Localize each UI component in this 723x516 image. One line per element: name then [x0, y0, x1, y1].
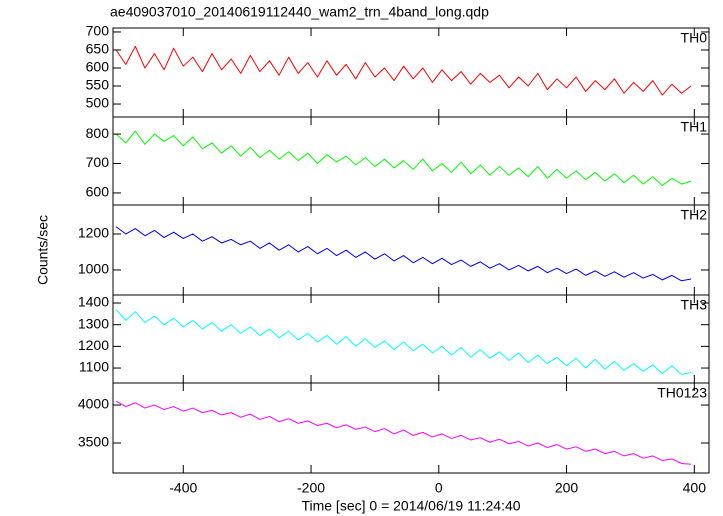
y-tick-label: 1400 — [78, 294, 109, 310]
x-axis-label: Time [sec] 0 = 2014/06/19 11:24:40 — [301, 498, 520, 514]
y-tick-label: 1000 — [78, 261, 109, 277]
panel-frame — [112, 294, 710, 384]
panel-frame — [112, 382, 710, 474]
x-tick-label: -200 — [297, 480, 325, 496]
data-line — [115, 226, 692, 282]
data-line — [115, 130, 692, 187]
y-tick-label: 1300 — [78, 315, 109, 331]
panel-label: TH3 — [681, 297, 708, 313]
panel-label: TH0 — [681, 30, 708, 46]
chart-title: ae409037010_20140619112440_wam2_trn_4ban… — [110, 4, 489, 20]
y-tick-label: 1200 — [78, 225, 109, 241]
panel-label: TH2 — [681, 207, 708, 223]
y-tick-label: 600 — [86, 184, 110, 200]
data-line — [115, 309, 692, 376]
panel-label: TH0123 — [657, 385, 707, 401]
y-tick-label: 3500 — [78, 434, 109, 450]
y-tick-label: 1100 — [79, 359, 109, 375]
panel-frame — [112, 204, 710, 296]
x-tick-label: 0 — [435, 480, 443, 496]
panel-frame — [112, 27, 710, 118]
y-tick-label: 600 — [86, 59, 110, 75]
data-line — [115, 45, 692, 96]
y-tick-label: 650 — [86, 41, 110, 57]
y-axis-label: Counts/sec — [35, 215, 51, 285]
x-tick-label: 400 — [683, 480, 707, 496]
y-tick-label: 700 — [86, 154, 110, 170]
y-tick-label: 1200 — [78, 337, 109, 353]
y-tick-label: 800 — [86, 125, 110, 141]
panel-frame — [112, 116, 710, 206]
y-tick-label: 550 — [86, 77, 110, 93]
panel-label: TH1 — [681, 119, 708, 135]
y-tick-label: 500 — [86, 95, 110, 111]
x-tick-label: 200 — [555, 480, 579, 496]
x-tick-label: -400 — [169, 480, 197, 496]
y-tick-label: 4000 — [78, 396, 109, 412]
data-line — [115, 400, 692, 465]
y-tick-label: 700 — [86, 23, 110, 39]
